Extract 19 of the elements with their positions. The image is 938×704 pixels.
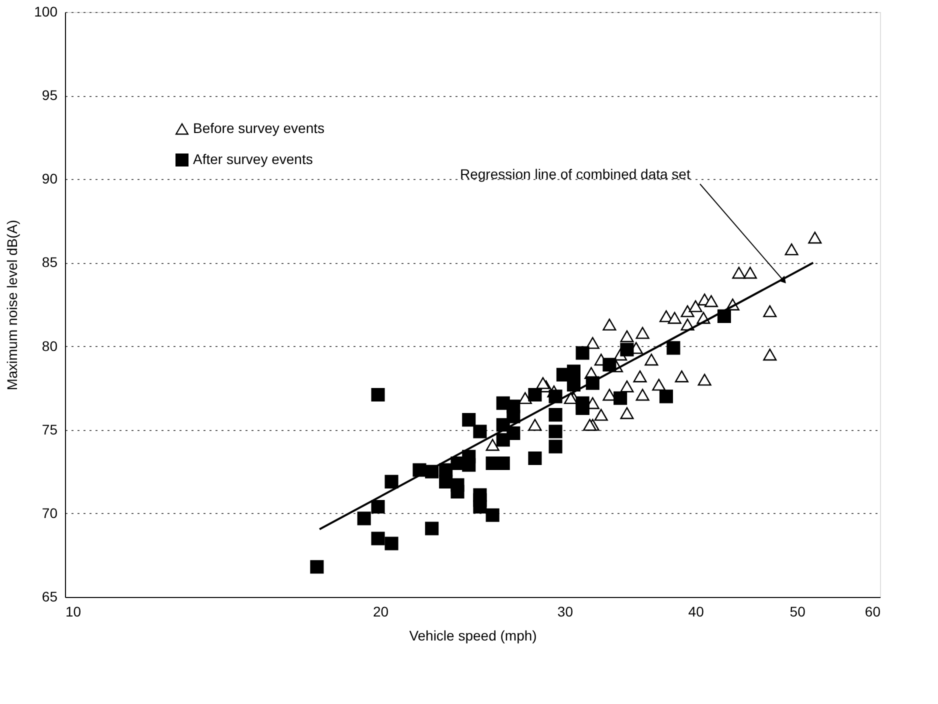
x-tick-label: 50 xyxy=(790,604,806,620)
y-tick-label: 70 xyxy=(42,504,58,521)
y-tick-label: 85 xyxy=(42,254,58,270)
legend-label: Before survey events xyxy=(193,120,325,136)
y-tick-label: 95 xyxy=(42,87,58,104)
y-tick-label: 75 xyxy=(42,421,58,438)
y-axis-title: Maximum noise level dB(A) xyxy=(4,220,20,390)
x-tick-label: 60 xyxy=(864,604,881,620)
x-tick-label: 20 xyxy=(372,604,389,620)
x-tick-label: 10 xyxy=(66,604,82,620)
y-tick-label: 65 xyxy=(42,588,58,604)
y-tick-label: 80 xyxy=(42,338,58,354)
x-tick-label: 30 xyxy=(557,604,574,620)
x-axis-title: Vehicle speed (mph) xyxy=(409,628,537,644)
x-tick-label: 40 xyxy=(688,604,704,620)
y-tick-label: 100 xyxy=(34,4,58,20)
y-tick-label: 90 xyxy=(42,170,58,187)
annotation: Regression line of combined data set xyxy=(460,166,690,182)
legend-label: After survey events xyxy=(193,151,313,167)
